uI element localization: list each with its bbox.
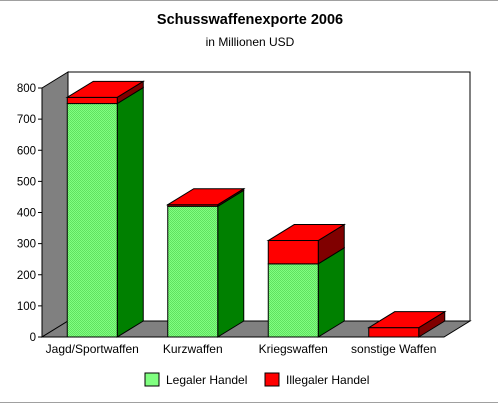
legend-label: Illegaler Handel — [286, 373, 369, 387]
bar-top — [65, 80, 146, 98]
bar-segment — [66, 96, 118, 105]
category-label: Kriegswaffen — [259, 342, 328, 356]
y-tick-label: 0 — [30, 332, 36, 344]
bar-segment — [66, 103, 118, 338]
chart-title: Schusswaffenexporte 2006 — [156, 12, 344, 28]
bar-side — [116, 86, 144, 338]
legend: Legaler Handel Illegaler Handel — [144, 372, 369, 387]
bar-segment — [167, 205, 219, 338]
legend-swatch — [144, 372, 160, 387]
y-tick-label: 500 — [17, 176, 36, 188]
y-tick-label: 300 — [17, 239, 36, 251]
y-tick-label: 700 — [17, 114, 36, 126]
bar-side — [217, 189, 245, 338]
bar-segment — [267, 240, 319, 265]
y-tick-label: 600 — [17, 145, 36, 157]
y-axis: 0 100 200 300 400 500 600 700 800 — [17, 83, 43, 344]
x-axis-categories: Jagd/Sportwaffen Kurzwaffen Kriegswaffen so… — [46, 342, 437, 356]
y-tick-label: 200 — [17, 270, 36, 282]
bar-segment — [267, 263, 319, 338]
y-tick-label: 400 — [17, 208, 36, 220]
chart-bars — [65, 80, 447, 338]
y-tick-label: 100 — [17, 301, 36, 313]
category-label: Kurzwaffen — [163, 342, 223, 356]
category-label: sonstige Waffen — [351, 342, 436, 356]
legend-label: Legaler Handel — [166, 373, 247, 387]
category-label: Jagd/Sportwaffen — [46, 342, 139, 356]
bar-top — [366, 311, 447, 329]
legend-swatch — [264, 372, 280, 387]
bar-segment — [368, 327, 420, 338]
bar-top — [165, 188, 246, 206]
bar-top — [266, 224, 347, 242]
y-tick-label: 800 — [17, 83, 36, 95]
left-wall — [41, 71, 69, 338]
chart-subtitle: in Millionen USD — [205, 35, 295, 49]
